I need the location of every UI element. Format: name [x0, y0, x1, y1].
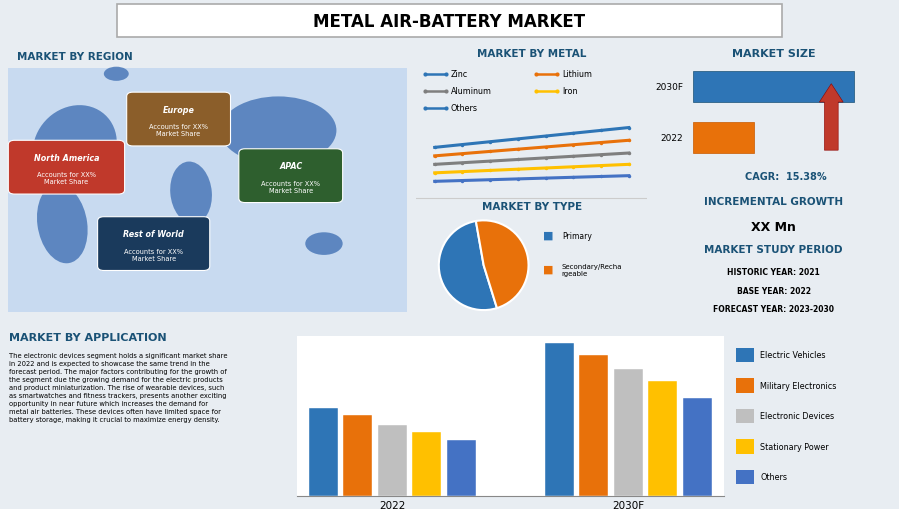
Text: MARKET SIZE: MARKET SIZE: [732, 49, 815, 59]
FancyBboxPatch shape: [98, 217, 209, 271]
Text: Rest of World: Rest of World: [123, 230, 184, 239]
Text: MARKET BY REGION: MARKET BY REGION: [16, 52, 132, 62]
Text: Others: Others: [761, 472, 788, 482]
Wedge shape: [476, 221, 529, 308]
Text: MARKET BY METAL: MARKET BY METAL: [477, 49, 586, 59]
Text: 2030F: 2030F: [655, 83, 683, 92]
Text: Zinc: Zinc: [451, 70, 468, 79]
Text: BASE YEAR: 2022: BASE YEAR: 2022: [736, 286, 811, 295]
Text: XX Mn: XX Mn: [752, 221, 796, 234]
Bar: [343, 415, 372, 496]
Text: INCREMENTAL GROWTH: INCREMENTAL GROWTH: [704, 197, 843, 207]
Ellipse shape: [306, 233, 343, 256]
Bar: [378, 425, 406, 496]
Ellipse shape: [37, 185, 87, 264]
Text: Accounts for XX%
Market Share: Accounts for XX% Market Share: [124, 248, 183, 261]
Text: ■: ■: [543, 265, 554, 274]
Text: METAL AIR-BATTERY MARKET: METAL AIR-BATTERY MARKET: [314, 13, 585, 31]
Text: MARKET BY APPLICATION: MARKET BY APPLICATION: [9, 332, 166, 342]
Text: Primary: Primary: [562, 231, 592, 240]
FancyBboxPatch shape: [127, 93, 230, 147]
Text: Accounts for XX%
Market Share: Accounts for XX% Market Share: [262, 181, 320, 193]
Text: FORECAST YEAR: 2023-2030: FORECAST YEAR: 2023-2030: [713, 304, 834, 314]
Bar: [579, 355, 609, 496]
Text: HISTORIC YEAR: 2021: HISTORIC YEAR: 2021: [727, 268, 820, 277]
Bar: [648, 381, 677, 496]
Text: Secondary/Recha
rgeable: Secondary/Recha rgeable: [562, 263, 622, 276]
Text: CAGR:  15.38%: CAGR: 15.38%: [745, 172, 827, 181]
Text: ■: ■: [543, 231, 554, 241]
FancyBboxPatch shape: [239, 150, 343, 203]
Ellipse shape: [266, 162, 333, 202]
Text: MARKET BY TYPE: MARKET BY TYPE: [482, 202, 582, 212]
Text: North America: North America: [33, 154, 99, 162]
Bar: [614, 369, 643, 496]
Text: MARKET STUDY PERIOD: MARKET STUDY PERIOD: [704, 245, 843, 255]
FancyBboxPatch shape: [736, 378, 753, 393]
Text: The electronic devices segment holds a significant market share
in 2022 and is e: The electronic devices segment holds a s…: [9, 352, 227, 422]
Bar: [545, 344, 574, 496]
FancyBboxPatch shape: [736, 409, 753, 423]
Bar: [682, 398, 712, 496]
Text: Military Electronics: Military Electronics: [761, 381, 837, 390]
Text: Electronic Devices: Electronic Devices: [761, 412, 834, 420]
Text: Aluminum: Aluminum: [451, 87, 492, 96]
FancyBboxPatch shape: [736, 439, 753, 454]
FancyBboxPatch shape: [736, 348, 753, 362]
FancyBboxPatch shape: [736, 470, 753, 484]
Text: Electric Vehicles: Electric Vehicles: [761, 351, 825, 360]
FancyArrow shape: [819, 84, 843, 151]
FancyBboxPatch shape: [693, 72, 854, 103]
Bar: [412, 432, 441, 496]
FancyBboxPatch shape: [8, 141, 125, 194]
Ellipse shape: [104, 68, 129, 81]
Text: Stationary Power: Stationary Power: [761, 442, 829, 451]
FancyBboxPatch shape: [117, 5, 782, 38]
Ellipse shape: [157, 95, 208, 145]
Bar: [447, 440, 476, 496]
Text: 2022: 2022: [661, 134, 683, 143]
Ellipse shape: [170, 162, 212, 224]
Text: Iron: Iron: [562, 87, 577, 96]
Text: Lithium: Lithium: [562, 70, 592, 79]
Ellipse shape: [220, 97, 336, 165]
Text: Others: Others: [451, 104, 478, 113]
Text: Accounts for XX%
Market Share: Accounts for XX% Market Share: [37, 172, 96, 185]
Text: Europe: Europe: [163, 105, 194, 115]
Ellipse shape: [32, 106, 117, 190]
Bar: [308, 408, 338, 496]
FancyBboxPatch shape: [693, 123, 753, 154]
Text: Accounts for XX%
Market Share: Accounts for XX% Market Share: [149, 124, 208, 137]
FancyBboxPatch shape: [8, 69, 407, 312]
Wedge shape: [439, 221, 497, 310]
Text: APAC: APAC: [279, 162, 302, 171]
